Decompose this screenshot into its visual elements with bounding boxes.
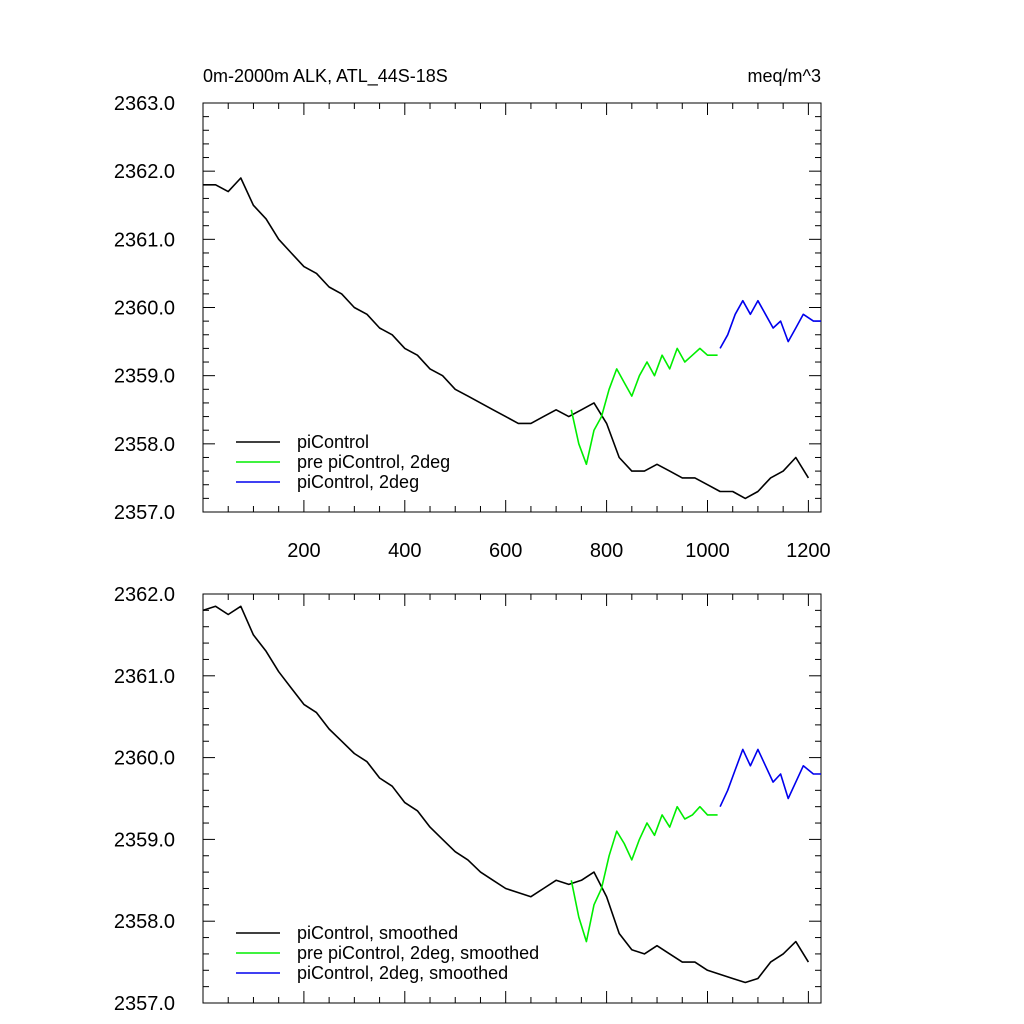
y-tick-label: 2363.0 xyxy=(114,93,175,115)
chart-title-left: 0m-2000m ALK, ATL_44S-18S xyxy=(203,66,448,87)
series-line xyxy=(719,299,821,349)
legend-label: piControl, 2deg xyxy=(297,472,419,492)
series-line xyxy=(719,748,821,808)
y-tick-label: 2362.0 xyxy=(114,584,175,606)
legend-label: piControl, 2deg, smoothed xyxy=(297,963,508,983)
y-tick-label: 2359.0 xyxy=(114,829,175,851)
plot-frame xyxy=(202,593,822,1004)
y-tick-label: 2360.0 xyxy=(114,748,175,770)
legend-label: pre piControl, 2deg, smoothed xyxy=(297,943,539,963)
x-tick-label: 600 xyxy=(489,540,522,562)
y-tick-label: 2360.0 xyxy=(114,298,175,320)
x-tick-label: 1000 xyxy=(685,540,730,562)
x-tick-label: 800 xyxy=(590,540,623,562)
plot-frame xyxy=(202,102,822,513)
series-line xyxy=(203,177,810,500)
series-line xyxy=(570,805,718,943)
y-tick-label: 2361.0 xyxy=(114,666,175,688)
y-tick-label: 2357.0 xyxy=(114,502,175,524)
y-tick-label: 2362.0 xyxy=(114,161,175,183)
legend-label: piControl xyxy=(297,432,369,452)
y-tick-label: 2357.0 xyxy=(114,993,175,1015)
legend-label: piControl, smoothed xyxy=(297,923,458,943)
x-tick-label: 1200 xyxy=(786,540,831,562)
series-line xyxy=(202,605,810,984)
x-tick-label: 400 xyxy=(388,540,421,562)
y-tick-label: 2359.0 xyxy=(114,366,175,388)
y-tick-label: 2358.0 xyxy=(114,434,175,456)
legend-label: pre piControl, 2deg xyxy=(297,452,450,472)
y-tick-label: 2361.0 xyxy=(114,229,175,251)
bottom-chart: 2357.0 2358.0 2359.0 2360.0 2361.0 2362.0 piCo… xyxy=(114,584,822,1015)
x-tick-label: 200 xyxy=(287,540,320,562)
series-line xyxy=(570,347,718,466)
chart-title-right: meq/m^3 xyxy=(748,66,821,86)
y-tick-label: 2358.0 xyxy=(114,911,175,933)
top-chart: 0m-2000m ALK, ATL_44S-18S meq/m^3 2357.0… xyxy=(114,66,831,562)
